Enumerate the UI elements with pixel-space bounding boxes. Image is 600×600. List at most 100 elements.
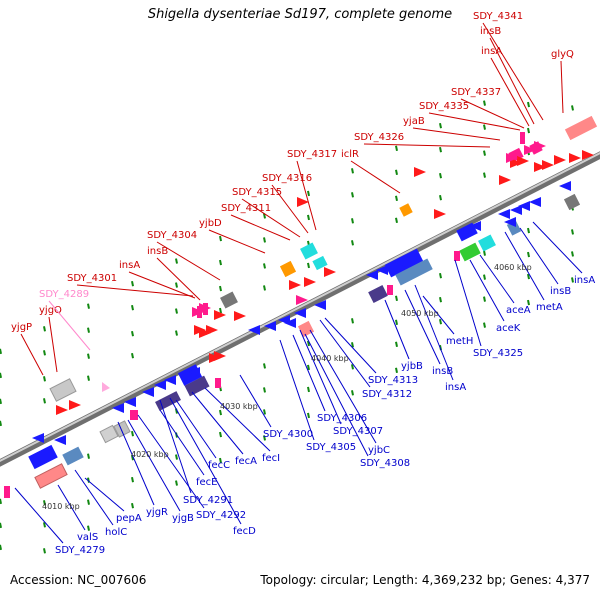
gene-label-bottom[interactable]: SDY_4306 [317,413,367,424]
gene-label-bottom[interactable]: SDY_4325 [473,348,523,359]
gene-arrow[interactable] [297,197,309,207]
gene-arrow[interactable] [542,160,554,170]
gene-arrow[interactable] [199,328,211,338]
gene-block-pink[interactable] [297,320,315,338]
gene-label-bottom[interactable]: SDY_4291 [183,495,233,506]
gene-block-orange[interactable] [399,203,413,217]
gene-arrow[interactable] [569,153,581,163]
gene-block-grey[interactable] [99,424,119,444]
gene-block-cyan[interactable] [300,242,318,260]
gene-arrow[interactable] [518,201,530,211]
gene-arrow[interactable] [414,167,426,177]
gene-arrow[interactable] [234,311,246,321]
gene-label-bottom[interactable]: SDY_4300 [263,429,313,440]
gene-arrow[interactable] [504,217,516,227]
gene-arrow[interactable] [469,221,481,231]
gene-block-magenta[interactable] [4,486,10,498]
gene-arrow[interactable] [69,400,81,410]
gene-label-bottom[interactable]: SDY_4312 [362,389,412,400]
gene-label-bottom[interactable]: valS [77,532,98,543]
gene-block-cyan[interactable] [478,234,496,252]
gene-label-bottom[interactable]: insB [550,286,571,297]
gene-label-bottom[interactable]: SDY_4305 [306,442,356,453]
gene-arrow[interactable] [214,351,226,361]
gene-block-magenta[interactable] [130,410,138,420]
gene-label-bottom[interactable]: SDY_4292 [196,510,246,521]
gene-label-top[interactable]: SDY_4289 [39,289,89,300]
gene-label-top[interactable]: glyQ [551,49,574,60]
gene-label-top[interactable]: insA [119,260,140,271]
gene-arrow[interactable] [324,267,336,277]
gene-label-top[interactable]: yjaB [403,116,425,127]
gene-block-navy[interactable] [184,375,210,397]
gene-block-steel[interactable] [62,446,84,466]
gene-arrow[interactable] [154,380,166,390]
gene-label-bottom[interactable]: SDY_4279 [55,545,105,556]
gene-arrow[interactable] [304,277,316,287]
gene-arrow[interactable] [517,156,529,166]
gene-block-grey[interactable] [220,291,238,309]
gene-block-magenta[interactable] [454,251,460,261]
gene-arrow[interactable] [534,162,546,172]
gene-arrow[interactable] [56,405,68,415]
gene-label-top[interactable]: insB [147,246,168,257]
gene-arrow[interactable] [524,145,536,155]
gene-block-navy[interactable] [368,285,388,303]
gene-block-grey[interactable] [49,378,77,402]
gene-label-top[interactable]: SDY_4304 [147,230,197,241]
gene-arrow[interactable] [529,197,541,207]
gene-arrow[interactable] [264,321,276,331]
gene-arrow[interactable] [559,181,571,191]
gene-label-bottom[interactable]: aceK [496,323,521,334]
gene-arrow[interactable] [289,280,301,290]
gene-label-bottom[interactable]: fecE [196,477,218,488]
gene-label-bottom[interactable]: metH [446,336,473,347]
gene-arrow[interactable] [54,435,66,445]
gene-arrow[interactable] [164,375,176,385]
gene-arrow[interactable] [510,158,522,168]
gene-label-bottom[interactable]: SDY_4307 [333,426,383,437]
gene-arrow[interactable] [142,387,154,397]
gene-label-top[interactable]: insB [480,26,501,37]
gene-arrow[interactable] [376,265,388,275]
gene-arrow[interactable] [214,310,226,320]
gene-block-magenta[interactable] [387,285,393,295]
gene-block-grey[interactable] [113,420,131,438]
gene-arrow[interactable] [498,209,510,219]
gene-label-bottom[interactable]: yjgR [146,507,168,518]
gene-label-bottom[interactable]: aceA [506,305,531,316]
gene-arrow[interactable] [534,141,546,151]
gene-block-magenta[interactable] [520,132,525,144]
gene-label-top[interactable]: SDY_4317 [287,149,337,160]
gene-label-bottom[interactable]: SDY_4313 [368,375,418,386]
gene-label-bottom[interactable]: fecA [235,456,257,467]
gene-arrow[interactable] [294,308,306,318]
gene-arrow[interactable] [248,325,260,335]
gene-label-top[interactable]: yjgQ [39,305,62,316]
gene-label-bottom[interactable]: holC [105,527,127,538]
gene-label-bottom[interactable]: fecD [233,526,256,537]
gene-arrow[interactable] [188,367,200,377]
gene-label-top[interactable]: iclR [341,149,359,160]
gene-block-steel[interactable] [395,258,433,286]
gene-label-top[interactable]: SDY_4315 [232,187,282,198]
gene-label-bottom[interactable]: SDY_4308 [360,458,410,469]
gene-label-top[interactable]: yjgP [11,322,32,333]
gene-label-bottom[interactable]: yjbB [401,361,423,372]
gene-arrow[interactable] [582,150,594,160]
gene-block-orange[interactable] [279,260,297,278]
gene-label-bottom[interactable]: fecI [262,453,280,464]
gene-arrow[interactable] [296,295,308,305]
gene-block-blue[interactable] [28,444,58,470]
gene-arrow[interactable] [460,225,472,235]
gene-label-top[interactable]: SDY_4311 [221,203,271,214]
gene-label-top[interactable]: SDY_4335 [419,101,469,112]
gene-arrow[interactable] [394,257,406,267]
gene-label-top[interactable]: SDY_4316 [262,173,312,184]
gene-label-top[interactable]: insA [481,46,502,57]
gene-block-magenta[interactable] [215,378,221,388]
gene-arrow[interactable] [554,155,566,165]
gene-label-top[interactable]: yjbD [199,218,222,229]
gene-label-bottom[interactable]: yjgB [172,513,194,524]
gene-label-bottom[interactable]: metA [536,302,563,313]
